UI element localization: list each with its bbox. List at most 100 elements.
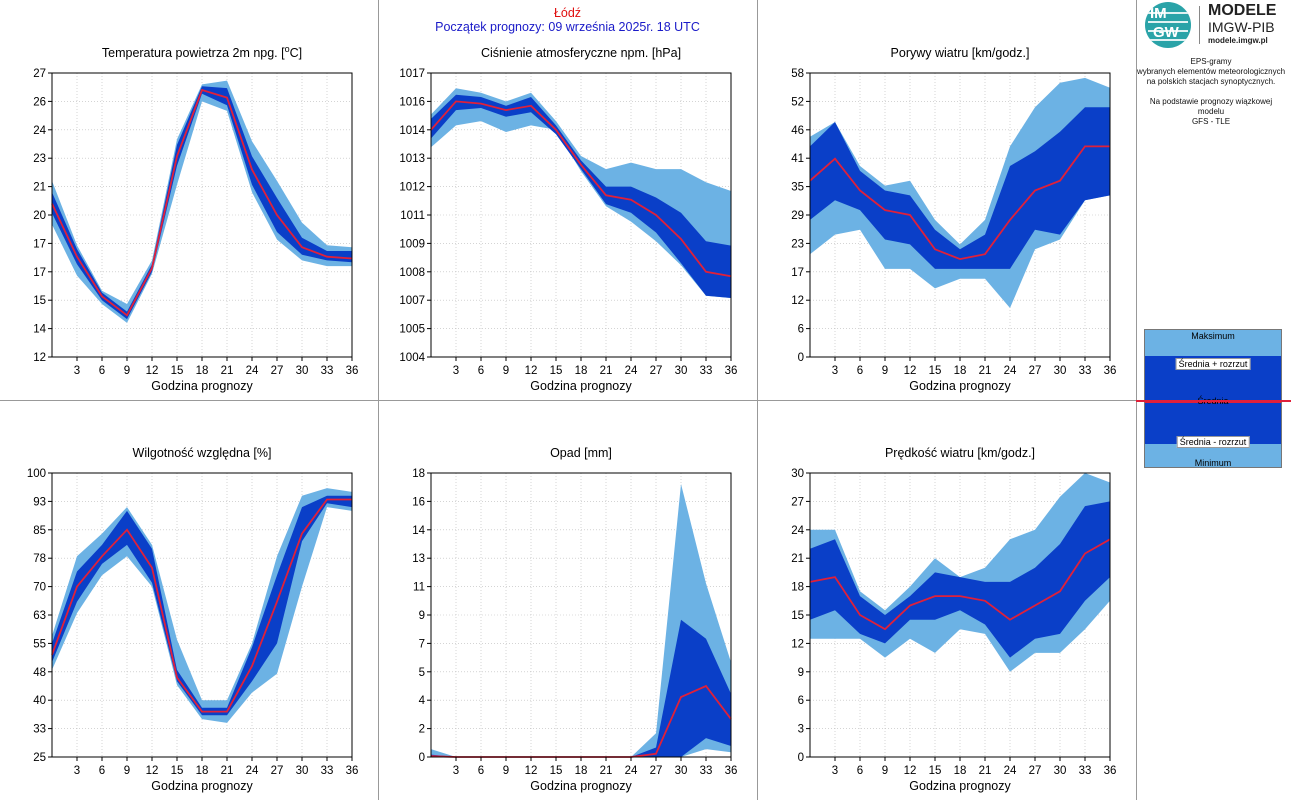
x-tick-label: 12 <box>525 765 538 777</box>
y-tick-label: 33 <box>33 724 46 736</box>
y-tick-label: 48 <box>33 667 46 679</box>
y-tick-label: 1008 <box>399 267 425 279</box>
y-tick-label: 18 <box>791 582 804 594</box>
x-axis-label: Godzina prognozy <box>530 779 632 793</box>
spread-band <box>431 619 731 757</box>
y-tick-label: 6 <box>798 324 804 336</box>
y-tick-label: 35 <box>791 182 804 194</box>
y-tick-label: 52 <box>791 96 804 108</box>
chart-title: Temperatura powietrza 2m npg. [oC] <box>102 44 302 60</box>
x-tick-label: 12 <box>146 365 159 377</box>
range-band <box>810 77 1110 309</box>
y-tick-label: 27 <box>791 496 804 508</box>
x-tick-label: 6 <box>99 365 105 377</box>
chart-4: Wilgotność względna [%]25334048556370788… <box>27 446 359 793</box>
y-tick-label: 12 <box>791 295 804 307</box>
x-axis-label: Godzina prognozy <box>151 379 253 393</box>
y-tick-label: 12 <box>791 638 804 650</box>
x-tick-label: 12 <box>904 365 917 377</box>
y-tick-label: 25 <box>33 752 46 764</box>
y-tick-label: 40 <box>33 695 46 707</box>
y-tick-label: 85 <box>33 525 46 537</box>
x-tick-label: 33 <box>700 765 713 777</box>
y-tick-label: 21 <box>791 553 804 565</box>
x-tick-label: 3 <box>453 765 459 777</box>
y-tick-label: 15 <box>33 295 46 307</box>
x-tick-label: 9 <box>503 365 509 377</box>
x-tick-label: 21 <box>600 765 613 777</box>
x-tick-label: 33 <box>321 765 334 777</box>
imgw-logo: IM GW MODELE IMGW-PIB modele.imgw.pl <box>1145 2 1285 48</box>
x-tick-label: 33 <box>1079 765 1092 777</box>
y-tick-label: 1009 <box>399 238 425 250</box>
y-tick-label: 0 <box>419 752 425 764</box>
x-tick-label: 21 <box>221 765 234 777</box>
x-tick-label: 21 <box>600 365 613 377</box>
x-tick-label: 30 <box>675 365 688 377</box>
y-tick-label: 12 <box>33 352 46 364</box>
info-line: EPS-gramy <box>1190 57 1232 66</box>
y-tick-label: 15 <box>791 610 804 622</box>
y-tick-label: 24 <box>33 125 46 137</box>
brand-line-1: MODELE <box>1208 2 1277 19</box>
x-axis-label: Godzina prognozy <box>909 379 1011 393</box>
y-tick-label: 9 <box>798 667 804 679</box>
x-tick-label: 30 <box>675 765 688 777</box>
y-tick-label: 2 <box>419 724 425 736</box>
y-tick-label: 26 <box>33 96 46 108</box>
title-part: C] <box>290 46 303 60</box>
x-tick-label: 33 <box>700 365 713 377</box>
y-tick-label: 70 <box>33 582 46 594</box>
x-tick-label: 18 <box>575 365 588 377</box>
spread-band <box>810 501 1110 658</box>
station-name: Łódź <box>553 6 582 20</box>
legend-mean-plus-label: Średnia + rozrzut <box>1175 358 1251 370</box>
chart-title: Porywy wiatru [km/godz.] <box>891 46 1030 60</box>
x-tick-label: 30 <box>296 765 309 777</box>
y-tick-label: 1014 <box>399 125 425 137</box>
y-tick-label: 14 <box>412 525 425 537</box>
y-tick-label: 30 <box>791 468 804 480</box>
x-tick-label: 27 <box>650 765 663 777</box>
x-axis-label: Godzina prognozy <box>530 379 632 393</box>
x-tick-label: 30 <box>1054 365 1067 377</box>
x-axis-label: Godzina prognozy <box>909 779 1011 793</box>
y-tick-label: 23 <box>791 238 804 250</box>
x-tick-label: 36 <box>725 765 738 777</box>
x-tick-label: 24 <box>1004 365 1017 377</box>
x-tick-label: 3 <box>832 765 838 777</box>
y-tick-label: 3 <box>798 724 804 736</box>
x-tick-label: 6 <box>478 365 484 377</box>
y-tick-label: 1004 <box>399 352 425 364</box>
brand-line-2: IMGW-PIB <box>1208 19 1275 35</box>
x-tick-label: 24 <box>625 365 638 377</box>
y-tick-label: 6 <box>798 695 804 707</box>
info-line: na polskich stacjach synoptycznych. <box>1146 77 1276 86</box>
spread-band <box>810 107 1110 269</box>
x-tick-label: 15 <box>171 765 184 777</box>
x-tick-label: 3 <box>74 765 80 777</box>
x-tick-label: 36 <box>1104 365 1117 377</box>
forecast-start: Początek prognozy: 09 września 2025r. 18… <box>435 20 700 34</box>
x-tick-label: 33 <box>1079 365 1092 377</box>
mean-line <box>51 88 353 317</box>
y-tick-label: 41 <box>791 153 804 165</box>
y-tick-label: 55 <box>33 638 46 650</box>
mean-line <box>809 538 1111 631</box>
x-tick-label: 6 <box>857 765 863 777</box>
legend-min-label: Minimum <box>1194 458 1232 468</box>
x-tick-label: 18 <box>954 365 967 377</box>
imgw-logo-icon: IM GW <box>1145 2 1191 48</box>
x-tick-label: 33 <box>321 365 334 377</box>
y-tick-label: 1005 <box>399 324 425 336</box>
info-line: wybranych elementów meteorologicznych <box>1136 67 1286 76</box>
x-tick-label: 27 <box>1029 365 1042 377</box>
y-tick-label: 17 <box>33 238 46 250</box>
chart-2: Ciśnienie atmosferyczne npm. [hPa] 1004 10… <box>399 46 737 393</box>
y-tick-label: 20 <box>33 210 46 222</box>
chart-3: Porywy wiatru [km/godz.] 0 6 12 17 23 29 35 41 46… <box>791 46 1116 393</box>
y-tick-label: 29 <box>791 210 804 222</box>
y-tick-label: 1007 <box>399 295 425 307</box>
x-tick-label: 18 <box>196 765 209 777</box>
x-tick-label: 9 <box>882 765 888 777</box>
